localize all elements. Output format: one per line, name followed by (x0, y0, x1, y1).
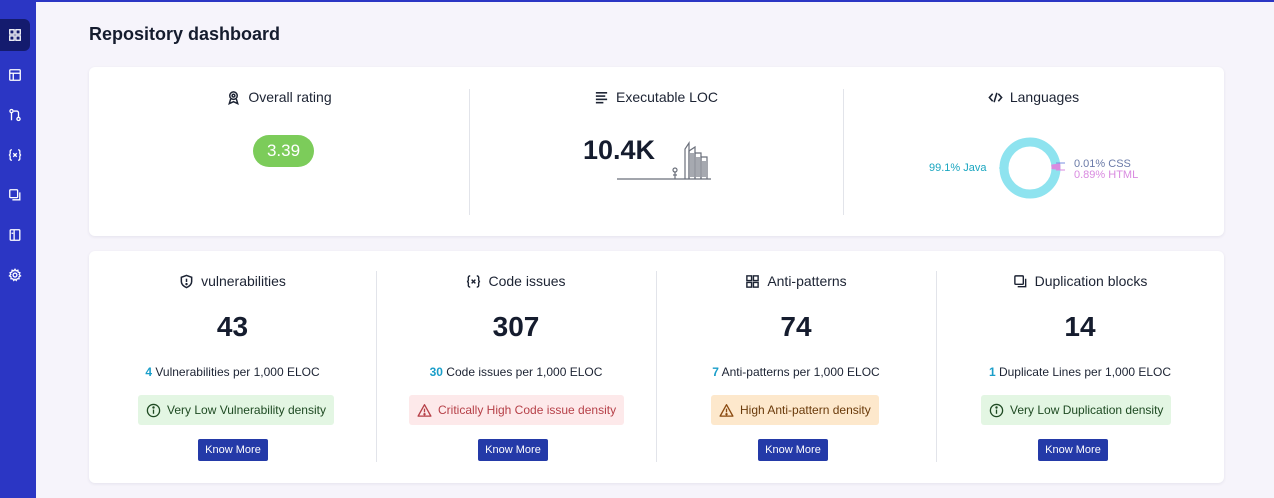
overall-rating-label: Overall rating (248, 89, 332, 105)
code-issues-density-badge: Critically High Code issue density (409, 395, 625, 425)
info-circle-icon (989, 403, 1004, 417)
donut-segment-java (999, 137, 1061, 199)
top-border (36, 0, 1274, 2)
layout-icon (9, 69, 21, 81)
executable-loc-label: Executable LOC (616, 89, 718, 105)
executable-loc-header: Executable LOC (469, 89, 843, 105)
warning-icon (719, 403, 734, 417)
duplication-blocks-header: Duplication blocks (936, 273, 1224, 289)
languages-header: Languages (843, 89, 1224, 105)
overall-rating-panel: Overall rating 3.39 (89, 67, 469, 236)
page-title: Repository dashboard (89, 24, 281, 44)
language-label-java: 99.1% Java (929, 162, 987, 174)
divider (936, 271, 937, 462)
duplication-badge-text: Very Low Duplication density (1010, 403, 1164, 417)
metrics-card: vulnerabilities 43 4 Vulnerabilities per… (89, 251, 1224, 483)
duplication-density-line: 1 Duplicate Lines per 1,000 ELOC (936, 365, 1224, 379)
executable-loc-panel: Executable LOC 10.4K (469, 67, 843, 236)
languages-donut-chart (999, 137, 1065, 199)
vulnerabilities-count: 43 (216, 311, 249, 342)
duplication-density-badge: Very Low Duplication density (981, 395, 1172, 425)
award-icon (228, 90, 240, 105)
book-icon (9, 229, 21, 241)
grid-icon (9, 29, 21, 41)
code-icon (988, 92, 1003, 102)
sidebar-item-dashboard[interactable] (0, 19, 30, 51)
anti-patterns-badge-text: High Anti-pattern density (740, 403, 871, 417)
grid-icon (746, 274, 760, 288)
anti-patterns-density-line: 7 Anti-patterns per 1,000 ELOC (656, 365, 936, 379)
code-issues-know-more-button[interactable]: Know More (478, 439, 548, 461)
duplication-blocks-panel: Duplication blocks 14 1 Duplicate Lines … (936, 251, 1224, 483)
gear-icon (8, 268, 22, 282)
vulnerabilities-panel: vulnerabilities 43 4 Vulnerabilities per… (89, 251, 376, 483)
vulnerabilities-badge-text: Very Low Vulnerability density (167, 403, 326, 417)
divider (469, 89, 470, 215)
anti-patterns-panel: Anti-patterns 74 7 Anti-patterns per 1,0… (656, 251, 936, 483)
executable-loc-value: 10.4K (583, 135, 656, 165)
code-issues-count: 307 (492, 311, 540, 342)
languages-panel: Languages 99.1% Java 0.01% CSS 0.89% HTM… (843, 67, 1224, 236)
rating-badge: 3.39 (253, 135, 314, 167)
sidebar (0, 0, 36, 498)
anti-patterns-header: Anti-patterns (656, 273, 936, 289)
code-issues-header: Code issues (376, 273, 656, 289)
overall-rating-header: Overall rating (89, 89, 469, 105)
copy-icon (1013, 274, 1026, 287)
sidebar-item-pull-requests[interactable] (0, 99, 30, 131)
code-issues-label: Code issues (488, 273, 566, 289)
vulnerabilities-density-line: 4 Vulnerabilities per 1,000 ELOC (89, 365, 376, 379)
vulnerabilities-per-text: Vulnerabilities per 1,000 ELOC (152, 365, 320, 379)
code-issues-per-text: Code issues per 1,000 ELOC (442, 365, 603, 379)
duplication-blocks-label: Duplication blocks (1034, 273, 1148, 289)
duplication-per-text: Duplicate Lines per 1,000 ELOC (995, 365, 1172, 379)
anti-patterns-density-badge: High Anti-pattern density (711, 395, 879, 425)
variable-icon (8, 149, 22, 161)
anti-patterns-count: 74 (780, 311, 812, 342)
summary-card: Overall rating 3.39 Executable LOC 10.4K (89, 67, 1224, 236)
sidebar-item-duplication[interactable] (0, 179, 30, 211)
vulnerabilities-per-value: 4 (145, 365, 153, 379)
copy-icon (9, 189, 21, 201)
shield-icon (180, 274, 193, 288)
vulnerabilities-label: vulnerabilities (201, 273, 286, 289)
language-label-html: 0.89% HTML (1074, 169, 1139, 181)
anti-patterns-per-text: Anti-patterns per 1,000 ELOC (718, 365, 880, 379)
sidebar-item-code-issues[interactable] (0, 139, 30, 171)
variable-icon (467, 274, 481, 288)
vulnerabilities-know-more-button[interactable]: Know More (198, 439, 268, 461)
divider (843, 89, 844, 215)
divider (376, 271, 377, 462)
info-circle-icon (146, 403, 161, 417)
divider (656, 271, 657, 462)
code-issues-badge-text: Critically High Code issue density (438, 403, 617, 417)
duplication-know-more-button[interactable]: Know More (1038, 439, 1108, 461)
code-issues-per-value: 30 (429, 365, 443, 379)
duplication-blocks-count: 14 (1064, 311, 1096, 342)
sidebar-item-settings[interactable] (0, 259, 30, 291)
code-issues-panel: Code issues 307 30 Code issues per 1,000… (376, 251, 656, 483)
git-merge-icon (9, 108, 21, 122)
sidebar-item-reports[interactable] (0, 219, 30, 251)
anti-patterns-per-value: 7 (712, 365, 719, 379)
vulnerabilities-header: vulnerabilities (89, 273, 376, 289)
align-left-icon (595, 91, 608, 103)
city-skyline-icon (617, 141, 711, 180)
warning-icon (417, 403, 432, 417)
code-issues-density-line: 30 Code issues per 1,000 ELOC (376, 365, 656, 379)
languages-label: Languages (1009, 89, 1080, 105)
anti-patterns-label: Anti-patterns (767, 273, 847, 289)
vulnerabilities-density-badge: Very Low Vulnerability density (138, 395, 334, 425)
language-label-css: 0.01% CSS (1074, 158, 1131, 170)
sidebar-item-layout[interactable] (0, 59, 30, 91)
anti-patterns-know-more-button[interactable]: Know More (758, 439, 828, 461)
duplication-per-value: 1 (988, 365, 996, 379)
